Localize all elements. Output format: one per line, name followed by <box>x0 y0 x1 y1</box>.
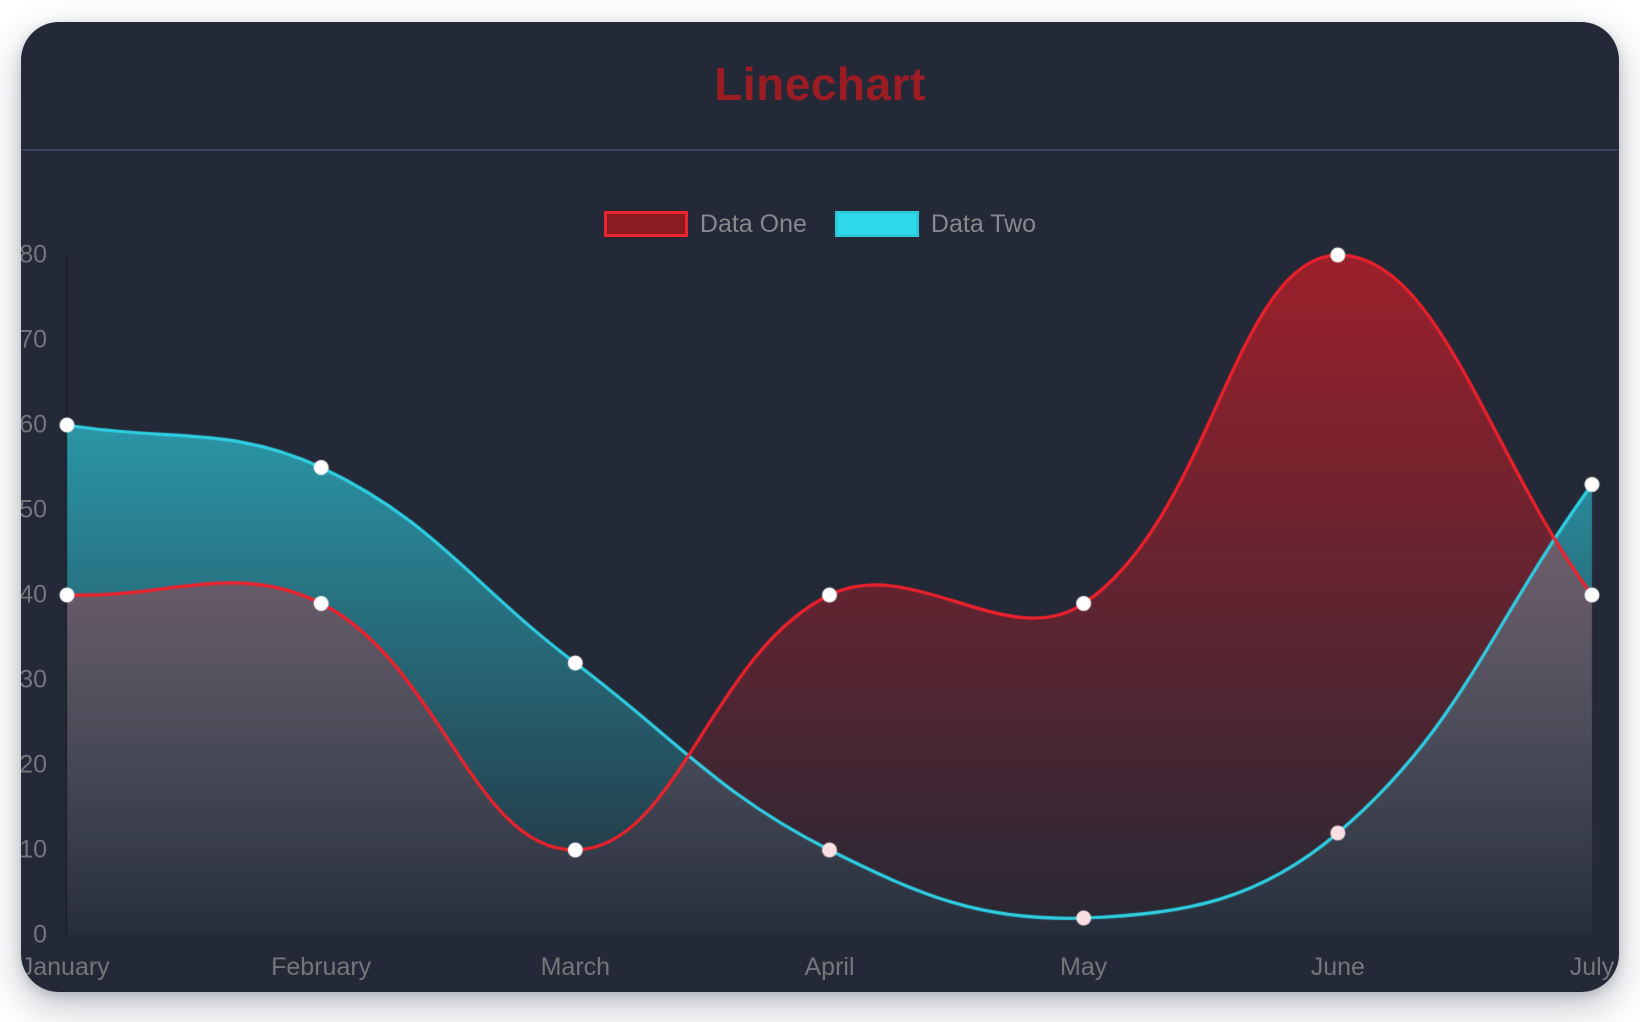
chart-card: Linechart Data One Data Two 010203040506… <box>21 22 1619 992</box>
x-axis-tick-june: June <box>1310 953 1365 981</box>
y-axis-tick-60: 60 <box>21 410 47 439</box>
y-axis-tick-40: 40 <box>21 580 47 609</box>
y-axis-tick-50: 50 <box>21 495 47 524</box>
x-axis-tick-january: January <box>21 953 110 981</box>
y-axis-tick-30: 30 <box>21 665 47 694</box>
y-axis-tick-80: 80 <box>21 240 47 269</box>
x-axis-tick-april: April <box>804 953 855 981</box>
line-chart-plot-area[interactable] <box>21 22 1619 992</box>
y-axis-tick-0: 0 <box>33 920 47 949</box>
y-axis-tick-70: 70 <box>21 325 47 354</box>
x-axis-tick-february: February <box>271 953 372 981</box>
x-axis-tick-march: March <box>540 953 611 981</box>
x-axis-tick-july: July <box>1569 953 1615 981</box>
y-axis-tick-10: 10 <box>21 835 47 864</box>
x-axis-tick-may: May <box>1060 953 1108 981</box>
y-axis-tick-20: 20 <box>21 750 47 779</box>
